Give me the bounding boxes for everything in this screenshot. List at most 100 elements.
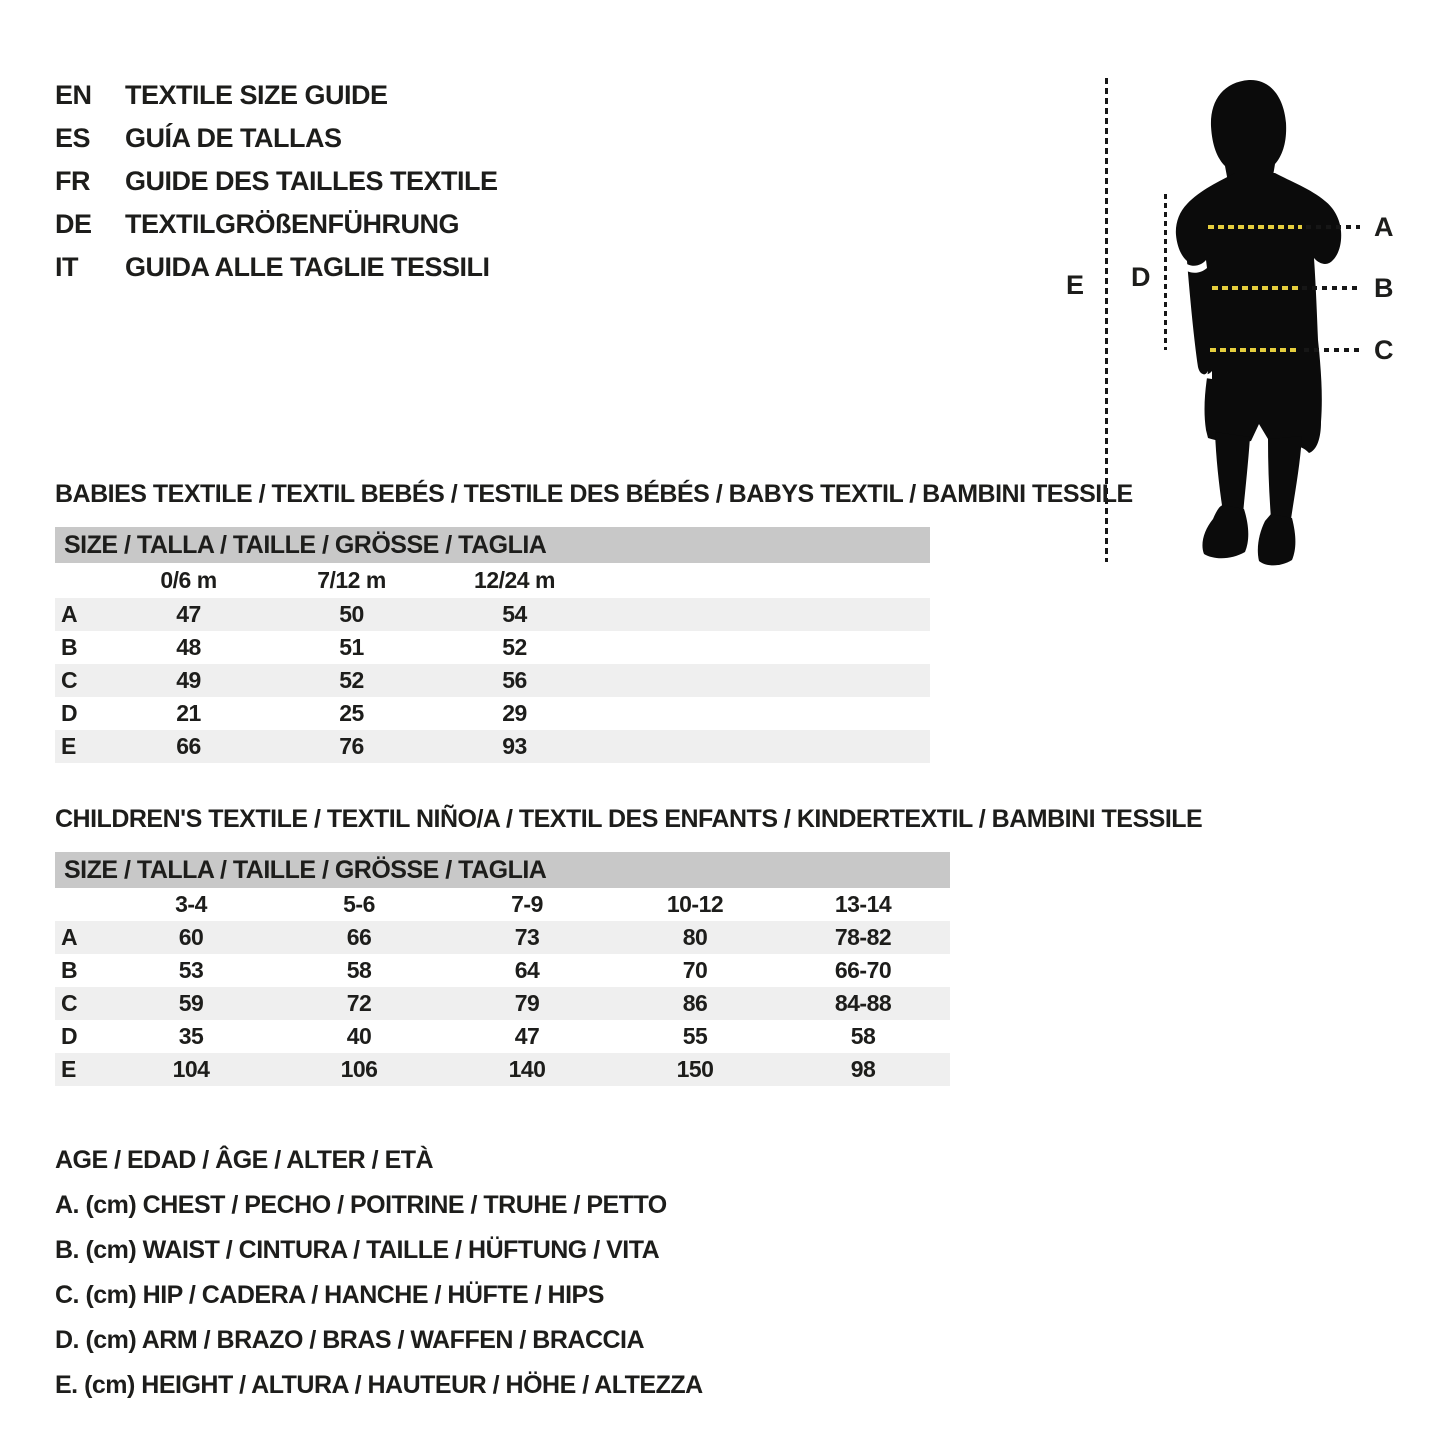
cell-value: 66	[346, 924, 372, 950]
lang-title-es: GUÍA DE TALLAS	[125, 123, 342, 153]
cell-value: 106	[340, 1056, 378, 1082]
cell-value: 40	[346, 1023, 372, 1049]
cell-value: 73	[514, 924, 540, 950]
cell-value: 70	[682, 957, 708, 983]
cell-value: 86	[682, 990, 708, 1016]
children-colhead-1: 5-6	[343, 891, 375, 917]
height-measure-dashed-line	[1105, 78, 1108, 562]
cell-value: 52	[502, 634, 527, 660]
children-colhead-3: 10-12	[666, 891, 724, 917]
row-label: C	[61, 990, 78, 1016]
table-row: C 59 72 79 86 84-88	[55, 987, 950, 1020]
cell-value: 25	[339, 700, 364, 726]
lang-code-it: IT	[55, 252, 79, 282]
lang-code-es: ES	[55, 123, 91, 153]
cell-value: 60	[178, 924, 204, 950]
legend-chest: A. (cm) CHEST / PECHO / POITRINE / TRUHE…	[55, 1191, 667, 1219]
cell-value: 140	[508, 1056, 546, 1082]
cell-value: 58	[850, 1023, 876, 1049]
lang-row-de: DE TEXTILGRÖßENFÜHRUNG	[55, 203, 498, 246]
table-row: B 48 51 52	[55, 631, 930, 664]
cell-value: 53	[178, 957, 204, 983]
cell-value: 64	[514, 957, 540, 983]
legend-hip: C. (cm) HIP / CADERA / HANCHE / HÜFTE / …	[55, 1281, 604, 1309]
cell-value: 59	[178, 990, 204, 1016]
row-label: D	[61, 1023, 78, 1049]
cell-value: 35	[178, 1023, 204, 1049]
child-silhouette-figure	[1175, 79, 1342, 566]
legend-height: E. (cm) HEIGHT / ALTURA / HAUTEUR / HÖHE…	[55, 1371, 703, 1399]
arm-measure-dashed-line	[1164, 194, 1167, 350]
cell-value: 79	[514, 990, 540, 1016]
babies-colhead-2: 12/24 m	[474, 567, 555, 593]
table-row: D 35 40 47 55 58	[55, 1020, 950, 1053]
cell-value: 50	[339, 601, 364, 627]
cell-value: 54	[502, 601, 527, 627]
figure-label-d: D	[1131, 262, 1151, 292]
row-label: B	[61, 957, 78, 983]
cell-value: 47	[514, 1023, 540, 1049]
row-label: A	[61, 924, 78, 950]
lang-row-fr: FR GUIDE DES TAILLES TEXTILE	[55, 160, 498, 203]
chest-line-yellow-dashes	[1208, 225, 1302, 229]
cell-value: 21	[176, 700, 201, 726]
table-row: B 53 58 64 70 66-70	[55, 954, 950, 987]
lang-title-en: TEXTILE SIZE GUIDE	[125, 80, 388, 110]
children-colhead-4: 13-14	[834, 891, 892, 917]
babies-size-table: SIZE / TALLA / TAILLE / GRÖSSE / TAGLIA …	[55, 527, 930, 763]
children-colhead-2: 7-9	[511, 891, 543, 917]
lang-row-en: EN TEXTILE SIZE GUIDE	[55, 74, 498, 117]
children-column-header-row: 3-4 5-6 7-9 10-12 13-14	[55, 888, 950, 921]
cell-value: 56	[502, 667, 527, 693]
cell-value: 72	[346, 990, 372, 1016]
cell-value: 104	[172, 1056, 210, 1082]
babies-colhead-1: 7/12 m	[317, 567, 386, 593]
cell-value: 52	[339, 667, 364, 693]
babies-column-header-row: 0/6 m 7/12 m 12/24 m	[55, 563, 930, 598]
cell-value: 58	[346, 957, 372, 983]
figure-label-e: E	[1066, 270, 1084, 300]
children-size-table: SIZE / TALLA / TAILLE / GRÖSSE / TAGLIA …	[55, 852, 950, 1086]
cell-value: 93	[502, 733, 527, 759]
row-label: E	[61, 1056, 76, 1082]
figure-label-b: B	[1374, 273, 1394, 303]
legend-age: AGE / EDAD / ÂGE / ALTER / ETÀ	[55, 1146, 434, 1174]
babies-colhead-0: 0/6 m	[160, 567, 217, 593]
language-title-block: EN TEXTILE SIZE GUIDE ES GUÍA DE TALLAS …	[55, 74, 498, 289]
cell-value: 98	[850, 1056, 876, 1082]
figure-label-a: A	[1374, 212, 1394, 242]
legend-waist: B. (cm) WAIST / CINTURA / TAILLE / HÜFTU…	[55, 1236, 660, 1264]
cell-value: 66	[176, 733, 201, 759]
lang-code-en: EN	[55, 80, 92, 110]
babies-section-title: BABIES TEXTILE / TEXTIL BEBÉS / TESTILE …	[55, 480, 1133, 508]
children-size-header-bar: SIZE / TALLA / TAILLE / GRÖSSE / TAGLIA	[55, 852, 950, 888]
children-section-title: CHILDREN'S TEXTILE / TEXTIL NIÑO/A / TEX…	[55, 805, 1203, 833]
lang-row-es: ES GUÍA DE TALLAS	[55, 117, 498, 160]
table-row: E 104 106 140 150 98	[55, 1053, 950, 1086]
lang-title-fr: GUIDE DES TAILLES TEXTILE	[125, 166, 498, 196]
cell-value: 47	[176, 601, 201, 627]
hip-line-black-dashes	[1304, 348, 1360, 352]
row-label: D	[61, 700, 78, 726]
chest-line-black-dashes	[1306, 225, 1360, 229]
lang-code-de: DE	[55, 209, 92, 239]
cell-value: 55	[682, 1023, 708, 1049]
legend-arm: D. (cm) ARM / BRAZO / BRAS / WAFFEN / BR…	[55, 1326, 645, 1354]
table-row: E 66 76 93	[55, 730, 930, 763]
cell-value: 66-70	[834, 957, 892, 983]
cell-value: 29	[502, 700, 527, 726]
table-row: C 49 52 56	[55, 664, 930, 697]
lang-title-it: GUIDA ALLE TAGLIE TESSILI	[125, 252, 490, 282]
cell-value: 78-82	[834, 924, 892, 950]
waist-line-yellow-dashes	[1212, 286, 1298, 290]
table-row: D 21 25 29	[55, 697, 930, 730]
cell-value: 80	[682, 924, 708, 950]
cell-value: 49	[176, 667, 201, 693]
cell-value: 84-88	[834, 990, 892, 1016]
children-colhead-0: 3-4	[175, 891, 207, 917]
lang-row-it: IT GUIDA ALLE TAGLIE TESSILI	[55, 246, 498, 289]
lang-title-de: TEXTILGRÖßENFÜHRUNG	[125, 209, 460, 239]
row-label: E	[61, 733, 76, 759]
babies-size-header-bar: SIZE / TALLA / TAILLE / GRÖSSE / TAGLIA	[55, 527, 930, 563]
figure-label-c: C	[1374, 335, 1394, 365]
